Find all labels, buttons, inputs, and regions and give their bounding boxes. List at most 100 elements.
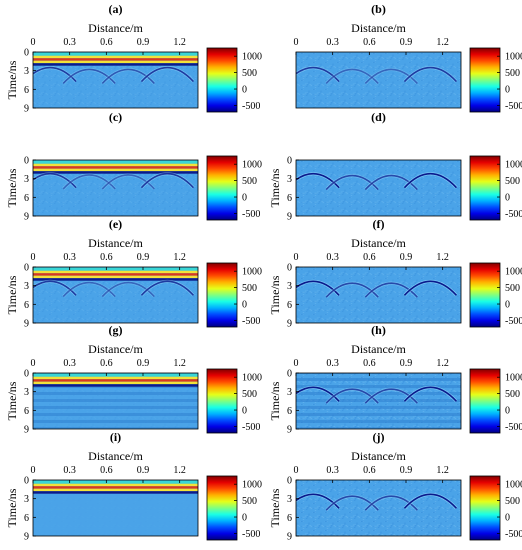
hyperbola-reflection bbox=[364, 495, 418, 511]
colorbar-tick-label: 500 bbox=[505, 283, 520, 294]
y-axis-label: Time/ns bbox=[268, 275, 282, 314]
plot-frame bbox=[295, 159, 462, 217]
colorbar-tick-label: 1000 bbox=[505, 267, 522, 278]
x-tick-label: 0.3 bbox=[63, 358, 76, 369]
hyperbola-reflection bbox=[101, 281, 155, 298]
x-tick-label: 1.2 bbox=[173, 252, 186, 263]
panel-j: (j) Distance/m 0 0.3 0.6 0.9 1.2 0 3 6 9 Time/ns 100… bbox=[268, 430, 522, 543]
hyperbola-reflection bbox=[325, 388, 379, 404]
colorbar: 1000 500 0 -500 bbox=[206, 475, 262, 541]
radargram-image bbox=[296, 52, 461, 108]
x-tick-label: 0 bbox=[294, 465, 299, 476]
panel-label: (h) bbox=[371, 323, 386, 337]
colorbar-tick-label: 500 bbox=[242, 176, 257, 187]
colorbar-tick-label: 0 bbox=[242, 513, 247, 524]
direct-wave-band bbox=[33, 166, 198, 169]
hyperbola-reflection bbox=[62, 68, 116, 84]
y-axis-label: Time/ns bbox=[268, 168, 282, 207]
x-tick-label: 0.3 bbox=[63, 465, 76, 476]
x-tick-label: 0 bbox=[294, 358, 299, 369]
direct-wave-band bbox=[33, 55, 198, 59]
panel-label: (g) bbox=[109, 323, 123, 337]
colorbar: 1000 500 0 -500 bbox=[206, 368, 262, 434]
y-axis-label: Time/ns bbox=[5, 168, 19, 207]
x-tick-label: 0.6 bbox=[100, 252, 113, 263]
x-axis-label: Distance/m bbox=[88, 236, 143, 250]
colorbar-tick-label: -500 bbox=[505, 529, 522, 540]
plot-frame bbox=[32, 51, 199, 109]
panel-label: (i) bbox=[110, 430, 121, 444]
colorbar-tick-label: -500 bbox=[505, 316, 522, 327]
y-tick-label: 9 bbox=[24, 319, 29, 330]
y-tick-label: 6 bbox=[287, 513, 292, 524]
panel-e: (e) Distance/m 0 0.3 0.6 0.9 1.2 0 3 6 9 Time/ns 100… bbox=[5, 217, 262, 330]
plot-frame bbox=[295, 51, 462, 109]
x-tick-label: 0.6 bbox=[100, 358, 113, 369]
colorbar-gradient bbox=[469, 155, 501, 221]
y-tick-label: 6 bbox=[24, 300, 29, 311]
colorbar-tick-label: -500 bbox=[505, 209, 522, 220]
x-tick-label: 0.6 bbox=[100, 37, 113, 48]
direct-wave-band bbox=[33, 168, 198, 172]
horizontal-clutter bbox=[296, 373, 461, 429]
colorbar-tick-label: 1000 bbox=[505, 52, 522, 63]
direct-wave-band bbox=[33, 491, 198, 494]
colorbar-tick-label: 1000 bbox=[242, 373, 262, 384]
hyperbola-reflection bbox=[364, 174, 418, 191]
direct-wave-band bbox=[33, 163, 198, 167]
radargram-image bbox=[33, 52, 198, 108]
colorbar: 1000 500 0 -500 bbox=[206, 155, 262, 221]
panel-d: (d) 0 3 6 9 Time/ns 1000 500 0 -500 bbox=[268, 110, 522, 223]
hyperbola-reflection bbox=[403, 493, 458, 509]
noise-texture bbox=[296, 267, 461, 323]
direct-wave-band bbox=[33, 381, 198, 385]
colorbar: 1000 500 0 -500 bbox=[206, 262, 262, 328]
y-tick-label: 3 bbox=[287, 174, 292, 185]
y-tick-label: 9 bbox=[287, 425, 292, 436]
direct-wave-band bbox=[33, 160, 198, 164]
y-tick-label: 3 bbox=[24, 174, 29, 185]
y-tick-label: 6 bbox=[24, 513, 29, 524]
direct-wave-band bbox=[33, 379, 198, 382]
noise-texture bbox=[296, 480, 461, 536]
y-axis-label: Time/ns bbox=[5, 488, 19, 527]
y-axis-label: Time/ns bbox=[5, 381, 19, 420]
direct-wave-band bbox=[33, 373, 198, 377]
colorbar-tick-label: 0 bbox=[505, 85, 510, 96]
colorbar: 1000 500 0 -500 bbox=[469, 47, 522, 113]
x-axis-label: Distance/m bbox=[351, 449, 406, 463]
y-tick-label: 9 bbox=[287, 212, 292, 223]
colorbar-tick-label: 0 bbox=[242, 85, 247, 96]
x-tick-label: 1.2 bbox=[173, 465, 186, 476]
x-tick-label: 1.2 bbox=[173, 37, 186, 48]
x-axis-label: Distance/m bbox=[88, 21, 143, 35]
hyperbola-reflection bbox=[364, 68, 418, 84]
colorbar-tick-label: 0 bbox=[242, 300, 247, 311]
panel-label: (c) bbox=[109, 110, 122, 124]
y-tick-label: 6 bbox=[287, 406, 292, 417]
plot-frame bbox=[32, 266, 199, 324]
y-tick-label: 6 bbox=[287, 193, 292, 204]
direct-wave-band bbox=[33, 52, 198, 56]
x-tick-label: 1.2 bbox=[436, 465, 449, 476]
hyperbola-reflection bbox=[140, 66, 195, 83]
plot-frame bbox=[295, 479, 462, 537]
y-tick-label: 0 bbox=[287, 156, 292, 167]
hyperbola-reflection bbox=[403, 173, 458, 189]
colorbar-gradient bbox=[206, 47, 238, 113]
hyperbola-reflection bbox=[364, 388, 418, 404]
hyperbola-reflection bbox=[403, 280, 458, 296]
panel-label: (b) bbox=[371, 2, 386, 16]
y-tick-label: 0 bbox=[287, 476, 292, 487]
panel-a: (a) Distance/m 0 0.3 0.6 0.9 1.2 0 3 6 9 Time/ns 100… bbox=[5, 2, 262, 115]
colorbar: 1000 500 0 -500 bbox=[469, 368, 522, 434]
colorbar-tick-label: 0 bbox=[505, 406, 510, 417]
direct-wave-band bbox=[33, 480, 198, 484]
colorbar-gradient bbox=[206, 155, 238, 221]
direct-wave-band bbox=[33, 376, 198, 380]
hyperbola-reflection bbox=[62, 174, 116, 190]
panel-label: (e) bbox=[109, 217, 122, 231]
y-tick-label: 9 bbox=[24, 425, 29, 436]
colorbar-tick-label: 0 bbox=[505, 513, 510, 524]
y-tick-label: 3 bbox=[24, 387, 29, 398]
